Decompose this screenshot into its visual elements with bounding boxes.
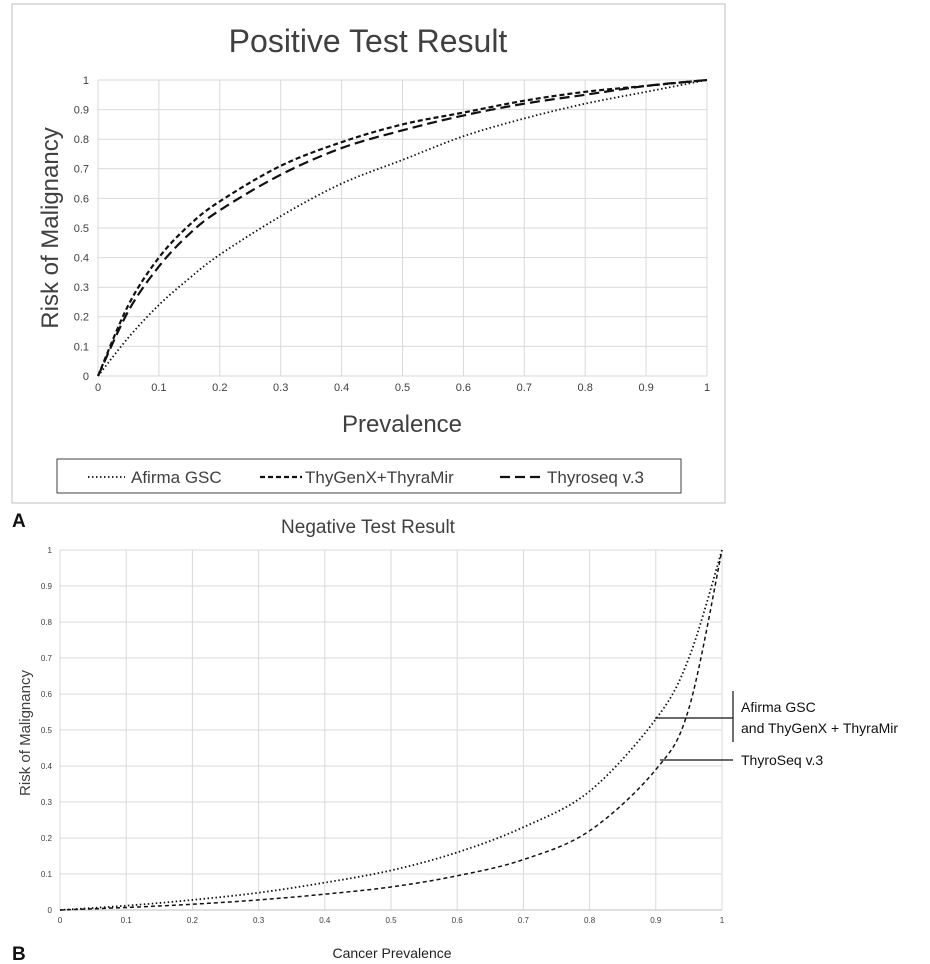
chart-b-y-tick-label: 0.7 [41, 654, 53, 663]
chart-a-x-tick-label: 0.5 [395, 382, 410, 394]
annotation-afirma-label-line2: and ThyGenX + ThyraMir [741, 720, 898, 736]
chart-a-line-thygenx-thyramir [96, 78, 708, 377]
chart-b-x-tick-label: 0.1 [121, 916, 133, 925]
chart-a-title: Positive Test Result [229, 23, 508, 59]
chart-b-y-tick-label: 0.4 [41, 762, 53, 771]
chart-a-x-tick-label: 0.4 [334, 382, 349, 394]
chart-b-y-tick-label: 0.6 [41, 690, 53, 699]
chart-a-x-tick-label: 0.9 [638, 382, 653, 394]
chart-b-y-tick-label: 1 [48, 546, 53, 555]
chart-a-x-tick-label: 1 [704, 382, 710, 394]
chart-b-ylabel: Risk of Malignancy [17, 670, 34, 796]
chart-b-y-tick-label: 0.5 [41, 726, 53, 735]
chart-b-x-tick-label: 0.3 [253, 916, 265, 925]
chart-a-series [96, 78, 708, 377]
chart-a-x-tick-label: 0.7 [517, 382, 532, 394]
chart-b-y-tick-label: 0.2 [41, 834, 53, 843]
chart-a-y-tick-label: 0.9 [74, 104, 89, 116]
panel-a-frame [11, 3, 726, 504]
chart-a-xlabel: Prevalence [342, 411, 462, 438]
chart-b-x-tick-label: 0.2 [187, 916, 199, 925]
chart-b-y-tick-label: 0.9 [41, 582, 53, 591]
legend-afirma-label: Afirma GSC [131, 468, 222, 487]
chart-a-y-tick-label: 1 [83, 75, 89, 87]
chart-a-y-tick-label: 0.7 [74, 164, 89, 176]
chart-b-y-tick-label: 0.8 [41, 618, 53, 627]
chart-a-ticks: 0 0.1 0.2 0.3 0.4 0.5 0.6 0.7 0.8 0.9 1 0 0.1 0.2 0.3 0… [74, 75, 710, 394]
chart-a-x-tick-label: 0.6 [456, 382, 471, 394]
chart-a-grid [97, 79, 708, 377]
annotation-afirma-label: Afirma GSC [741, 699, 816, 715]
chart-a-x-tick-label: 0.1 [151, 382, 166, 394]
chart-a-x-tick-label: 0 [95, 382, 101, 394]
chart-a-y-tick-label: 0.6 [74, 193, 89, 205]
legend-thygenx-label: ThyGenX+ThyraMir [305, 468, 454, 487]
chart-b-x-tick-label: 0 [58, 916, 63, 925]
chart-a-y-tick-label: 0.5 [74, 223, 89, 235]
chart-a-y-tick-label: 0.2 [74, 312, 89, 324]
panel-label-a: A [12, 511, 26, 532]
chart-a-x-tick-label: 0.8 [578, 382, 593, 394]
chart-b-y-tick-label: 0.1 [41, 870, 53, 879]
chart-b-x-tick-label: 0.6 [452, 916, 464, 925]
chart-b-grid [59, 549, 723, 911]
chart-a-x-tick-label: 0.2 [212, 382, 227, 394]
annotation-thyroseq-label: ThyroSeq v.3 [741, 752, 823, 768]
chart-a-y-tick-label: 0.4 [74, 252, 89, 264]
chart-b-x-tick-label: 0.7 [518, 916, 530, 925]
chart-a-line-thyroseq-v-3 [97, 78, 708, 377]
legend-thyroseq-label: Thyroseq v.3 [547, 468, 644, 487]
chart-a-y-tick-label: 0.3 [74, 282, 89, 294]
chart-a-ylabel: Risk of Malignancy [37, 127, 64, 328]
chart-b-x-tick-label: 0.5 [385, 916, 397, 925]
chart-a-x-tick-label: 0.3 [273, 382, 288, 394]
chart-b-xlabel: Cancer Prevalence [332, 945, 451, 961]
chart-b-ticks: 0 0.1 0.2 0.3 0.4 0.5 0.6 0.7 0.8 0.9 1 0 0.1 0.2 0.3 0… [41, 546, 725, 925]
chart-b-title: Negative Test Result [281, 517, 456, 538]
chart-b-x-tick-label: 0.4 [319, 916, 331, 925]
chart-a-y-tick-label: 0 [83, 371, 89, 383]
chart-a-legend [56, 458, 682, 494]
chart-a-y-tick-label: 0.1 [74, 341, 89, 353]
chart-b-x-tick-label: 0.8 [584, 916, 596, 925]
chart-b-y-tick-label: 0.3 [41, 798, 53, 807]
chart-b-x-tick-label: 1 [720, 916, 725, 925]
chart-a-y-tick-label: 0.8 [74, 134, 89, 146]
chart-b-y-tick-label: 0 [48, 906, 53, 915]
chart-b-x-tick-label: 0.9 [650, 916, 662, 925]
panel-label-b: B [12, 944, 26, 964]
